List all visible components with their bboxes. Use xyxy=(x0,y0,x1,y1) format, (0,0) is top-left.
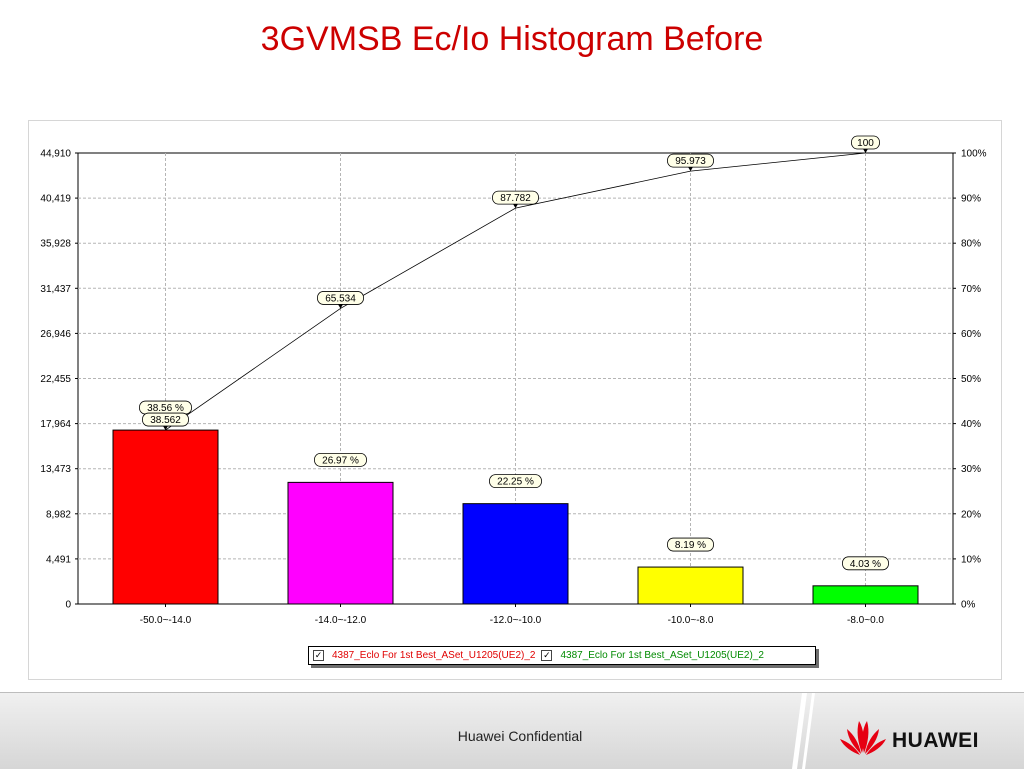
bar-value-label: 22.25 % xyxy=(489,474,542,489)
bar xyxy=(287,481,394,605)
y-right-tick-label: 70% xyxy=(961,284,981,295)
y-left-tick-label: 44,910 xyxy=(40,149,71,160)
y-right-tick-label: 20% xyxy=(961,509,981,520)
line-value-label: 65.534 xyxy=(317,291,364,305)
y-left-tick-label: 22,455 xyxy=(40,374,71,385)
x-tick-label: -14.0~-12.0 xyxy=(315,615,367,626)
y-right-tick-label: 40% xyxy=(961,419,981,430)
y-right-tick-label: 80% xyxy=(961,239,981,250)
y-left-tick-label: 17,964 xyxy=(40,419,71,430)
y-right-tick-label: 100% xyxy=(961,149,987,160)
svg-text:87.782: 87.782 xyxy=(500,193,531,204)
line-value-label: 38.562 xyxy=(142,412,189,427)
brand-name: HUAWEI xyxy=(892,729,979,752)
svg-text:22.25 %: 22.25 % xyxy=(497,477,534,488)
bar-value-label: 26.97 % xyxy=(314,452,367,467)
svg-text:65.534: 65.534 xyxy=(325,293,356,304)
svg-text:4.03 %: 4.03 % xyxy=(850,559,881,570)
y-right-tick-label: 30% xyxy=(961,464,981,475)
y-right-tick-label: 0% xyxy=(961,600,976,611)
legend-entry-line[interactable]: ✓ 4387_Eclo For 1st Best_ASet_U1205(UE2)… xyxy=(541,650,764,661)
y-left-tick-label: 26,946 xyxy=(40,329,71,340)
footer-confidential-label: Huawei Confidential xyxy=(457,728,583,744)
legend-label-bars: 4387_Eclo For 1st Best_ASet_U1205(UE2)_2 xyxy=(332,650,536,661)
line-value-label: 100 xyxy=(851,135,880,150)
svg-text:100: 100 xyxy=(857,138,874,149)
y-left-tick-label: 31,437 xyxy=(40,284,71,295)
bar-value-label: 38.56 % xyxy=(139,400,192,415)
y-left-tick-label: 13,473 xyxy=(40,464,71,475)
svg-text:95.973: 95.973 xyxy=(675,156,706,167)
y-left-tick-label: 35,928 xyxy=(40,239,71,250)
y-left-tick-label: 40,419 xyxy=(40,194,71,205)
x-tick-label: -50.0~-14.0 xyxy=(140,615,192,626)
bar xyxy=(812,585,919,605)
histogram-chart: 0 0% 4,491 10% 8,982 20% 13,473 30% 17,964 40% 22,… xyxy=(40,135,987,626)
bar xyxy=(112,429,219,605)
x-tick-label: -8.0~0.0 xyxy=(847,615,884,626)
legend-checkbox-line[interactable]: ✓ xyxy=(541,650,553,661)
slide-title: 3GVMSB Ec/Io Histogram Before xyxy=(260,20,764,58)
bar xyxy=(637,566,744,605)
line-value-label: 87.782 xyxy=(492,190,539,205)
y-left-tick-label: 4,491 xyxy=(46,554,71,565)
svg-text:38.562: 38.562 xyxy=(150,415,181,426)
chart-legend: ✓ 4387_Eclo For 1st Best_ASet_U1205(UE2)… xyxy=(308,646,816,665)
footer-stripes-decoration xyxy=(792,693,815,769)
legend-checkbox-bars[interactable]: ✓ xyxy=(313,650,324,661)
y-right-tick-label: 10% xyxy=(961,554,981,565)
bar-value-label: 4.03 % xyxy=(842,556,889,571)
x-tick-label: -12.0~-10.0 xyxy=(490,615,542,626)
svg-text:38.56 %: 38.56 % xyxy=(147,403,184,414)
y-left-tick-label: 0 xyxy=(65,600,71,611)
chart-panel: 0 0% 4,491 10% 8,982 20% 13,473 30% 17,964 40% 22,… xyxy=(28,120,1002,680)
legend-label-line: 4387_Eclo For 1st Best_ASet_U1205(UE2)_2 xyxy=(560,650,764,661)
footer-bar: Huawei Confidential xyxy=(0,692,1024,769)
huawei-logo-icon xyxy=(840,721,886,755)
bar-value-label: 8.19 % xyxy=(667,537,714,552)
y-right-tick-label: 90% xyxy=(961,194,981,205)
y-right-tick-label: 50% xyxy=(961,374,981,385)
line-value-label: 95.973 xyxy=(667,153,714,168)
svg-text:26.97 %: 26.97 % xyxy=(322,455,359,466)
y-right-tick-label: 60% xyxy=(961,329,981,340)
bar xyxy=(462,503,569,605)
svg-text:8.19 %: 8.19 % xyxy=(675,540,706,551)
y-left-tick-label: 8,982 xyxy=(46,509,71,520)
legend-entry-bars[interactable]: ✓ 4387_Eclo For 1st Best_ASet_U1205(UE2)… xyxy=(313,650,535,661)
x-tick-label: -10.0~-8.0 xyxy=(668,615,714,626)
